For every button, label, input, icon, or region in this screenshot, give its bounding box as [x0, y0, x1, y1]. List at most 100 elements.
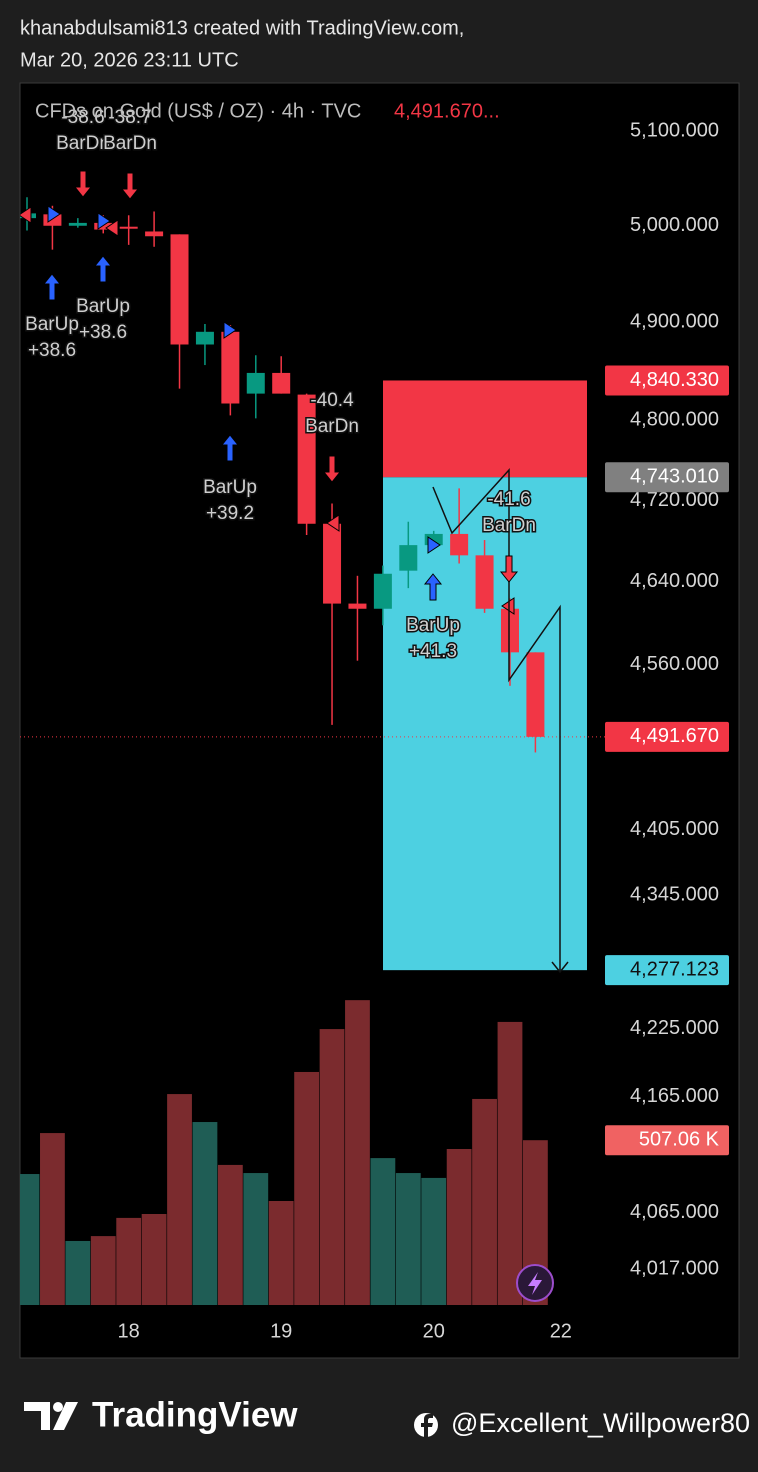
stop-zone	[383, 380, 587, 478]
volume-bar	[446, 1149, 472, 1305]
x-tick-label: 22	[550, 1320, 572, 1342]
candle-body	[323, 523, 342, 604]
volume-bar	[65, 1240, 91, 1305]
signal-arrow	[73, 170, 93, 198]
candle-body	[119, 226, 138, 229]
signal-label: BarUp	[406, 615, 460, 636]
signal-arrow	[42, 273, 62, 301]
signal-label: BarUp	[203, 477, 257, 498]
volume-bar	[20, 1174, 40, 1305]
volume-bar	[243, 1173, 269, 1305]
signal-arrow	[93, 255, 113, 283]
signal-label: BarDn	[56, 133, 110, 154]
candle-body	[399, 545, 418, 571]
signal-label: -40.4	[310, 390, 354, 411]
volume-bar	[268, 1201, 294, 1305]
signal-label: BarDn	[103, 133, 157, 154]
title-price: 4,491.670...	[394, 100, 500, 122]
pivot-marker	[47, 205, 61, 223]
volume-bar	[40, 1133, 65, 1305]
volume-bar	[90, 1236, 116, 1305]
signal-label: +38.6	[28, 340, 76, 361]
price-label: 507.06 K	[639, 1128, 720, 1150]
signal-label: BarUp	[25, 314, 79, 335]
alert-bolt	[528, 1272, 542, 1295]
header-date: Mar 20, 2026 23:11 UTC	[20, 49, 239, 71]
y-tick-label: 4,345.000	[630, 883, 719, 905]
candle-body	[450, 533, 469, 556]
x-tick-label: 18	[118, 1320, 140, 1342]
signal-label: -38.7	[108, 107, 151, 128]
volume-bar	[141, 1214, 167, 1305]
price-label: 4,743.010	[630, 466, 719, 488]
volume-bar	[421, 1177, 447, 1305]
y-tick-label: 5,000.000	[630, 214, 719, 236]
price-label: 4,840.330	[630, 369, 719, 391]
y-tick-label: 4,640.000	[630, 570, 719, 592]
volume-bar	[167, 1094, 192, 1305]
y-tick-label: 4,900.000	[630, 310, 719, 332]
pivot-marker	[223, 321, 237, 339]
y-tick-label: 4,405.000	[630, 818, 719, 840]
signal-label: -38.6	[61, 107, 104, 128]
signal-arrow	[220, 434, 240, 462]
volume-bar	[472, 1098, 497, 1305]
price-label-bg	[605, 365, 729, 396]
y-tick-label: 4,017.000	[630, 1258, 719, 1280]
candle-body	[272, 372, 291, 394]
signal-arrow	[499, 555, 519, 583]
brand-name: TradingView	[92, 1395, 298, 1434]
y-tick-label: 5,100.000	[630, 120, 719, 142]
pivot-marker	[97, 212, 111, 230]
header-user: khanabdulsami813 created with TradingVie…	[20, 17, 464, 39]
candle-body	[43, 214, 62, 226]
candle-body	[475, 555, 494, 609]
candle-body	[221, 331, 240, 404]
candle-body	[297, 394, 316, 524]
signal-label: BarDn	[482, 515, 536, 536]
y-tick-label: 4,720.000	[630, 489, 719, 511]
signal-arrow	[423, 573, 443, 601]
candle-body	[424, 533, 443, 546]
pivot-marker	[501, 597, 515, 615]
signal-label: +39.2	[206, 503, 254, 524]
volume-bar	[319, 1029, 345, 1305]
chart: BarUp+38.6BarUp+38.6-38.6BarDn-38.7BarDn…	[20, 100, 729, 1342]
volume-bar	[116, 1217, 142, 1305]
plot: BarUp+38.6BarUp+38.6-38.6BarDn-38.7BarDn…	[20, 106, 605, 1305]
price-label-bg	[605, 462, 729, 493]
candle-body	[94, 222, 113, 230]
signal-label: BarDn	[305, 416, 359, 437]
candle-body	[145, 231, 164, 237]
signal-label: +38.6	[79, 322, 127, 343]
candle-body	[526, 652, 545, 737]
signal-arrow	[120, 172, 140, 200]
volume-bar	[345, 1000, 370, 1305]
pivot-marker	[20, 206, 32, 224]
brand-logo	[24, 1402, 78, 1430]
y-tick-label: 4,225.000	[630, 1017, 719, 1039]
x-tick-label: 20	[423, 1320, 445, 1342]
volume-bar	[497, 1021, 523, 1305]
y-tick-label: 4,800.000	[630, 409, 719, 431]
candle-body	[170, 234, 189, 345]
price-label: 4,277.123	[630, 958, 719, 980]
author-handle: @Excellent_Willpower80	[451, 1408, 750, 1438]
signal-label: BarUp	[76, 296, 130, 317]
candle-body	[195, 331, 214, 345]
facebook-glyph	[421, 1414, 433, 1437]
y-tick-label: 4,560.000	[630, 653, 719, 675]
signal-arrow	[322, 455, 342, 483]
volume-bar	[370, 1158, 396, 1305]
candle-body	[68, 222, 87, 226]
candle-body	[348, 603, 367, 609]
price-label-bg	[605, 721, 729, 752]
y-tick-label: 4,065.000	[630, 1201, 719, 1223]
volume-bar	[217, 1164, 243, 1305]
signal-label: -41.6	[487, 489, 530, 510]
candle-body	[246, 372, 265, 394]
chart-title: CFDs on Gold (US$ / OZ) · 4h · TVC	[35, 100, 361, 122]
candle-body	[373, 573, 392, 609]
pivot-marker	[326, 514, 340, 532]
